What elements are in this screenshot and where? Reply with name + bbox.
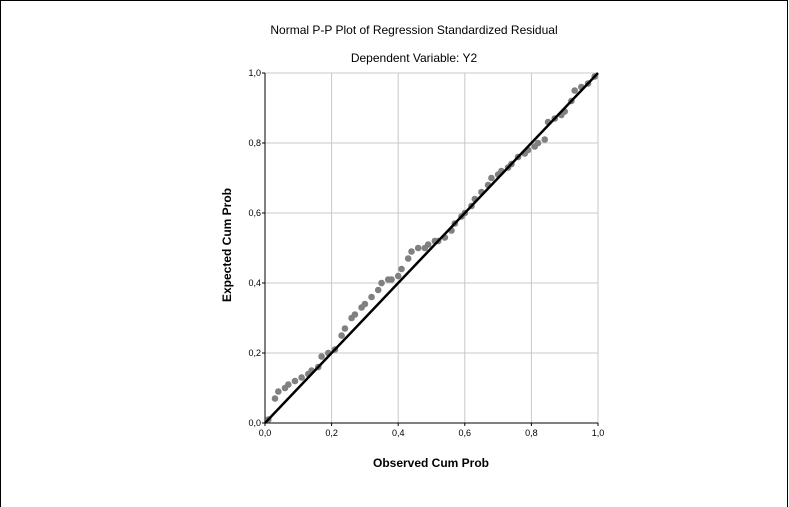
data-point: [398, 265, 405, 273]
data-point: [374, 286, 382, 294]
data-point: [275, 388, 282, 395]
x-tick-label: 0,4: [392, 428, 405, 438]
data-point: [571, 87, 578, 94]
y-tick-label: 0,4: [248, 278, 261, 288]
reference-line: [264, 72, 599, 424]
y-tick-label: 0,8: [248, 138, 261, 148]
data-point: [488, 174, 495, 182]
y-tick-label: 0,2: [248, 348, 261, 358]
x-tick-label: 0,6: [459, 428, 472, 438]
data-point: [534, 139, 542, 147]
y-tick-label: 1,0: [248, 68, 261, 78]
plot-area: 0,0 0,2 0,4 0,6 0,8 1,0 0,0 0,2 0,4 0,6 0,8 1,0: [248, 68, 604, 438]
data-point: [414, 244, 422, 252]
data-point: [408, 248, 415, 255]
data-point: [541, 136, 549, 143]
data-point: [394, 272, 402, 280]
chart-title: Normal P-P Plot of Regression Standardiz…: [270, 23, 557, 37]
data-point: [341, 325, 349, 332]
y-tick-label: 0,6: [248, 208, 261, 218]
data-point: [368, 293, 375, 301]
data-point: [318, 353, 325, 360]
chart-subtitle: Dependent Variable: Y2: [351, 51, 478, 65]
data-point: [291, 377, 299, 385]
data-point: [271, 395, 279, 402]
y-tick-label: 0,0: [248, 418, 261, 428]
data-point: [298, 374, 305, 381]
x-tick-label: 1,0: [592, 428, 605, 438]
x-tick-label: 0,8: [525, 428, 538, 438]
data-point: [388, 276, 395, 283]
data-point: [361, 300, 369, 308]
data-point: [378, 279, 385, 287]
data-point: [424, 241, 432, 248]
data-point: [351, 311, 359, 318]
data-point: [404, 255, 412, 262]
x-axis-label: Observed Cum Prob: [373, 456, 489, 470]
data-point: [285, 381, 292, 388]
y-axis-label: Expected Cum Prob: [220, 188, 234, 302]
data-point: [338, 332, 345, 339]
x-tick-label: 0,2: [325, 428, 338, 438]
x-tick-label: 0,0: [259, 428, 272, 438]
